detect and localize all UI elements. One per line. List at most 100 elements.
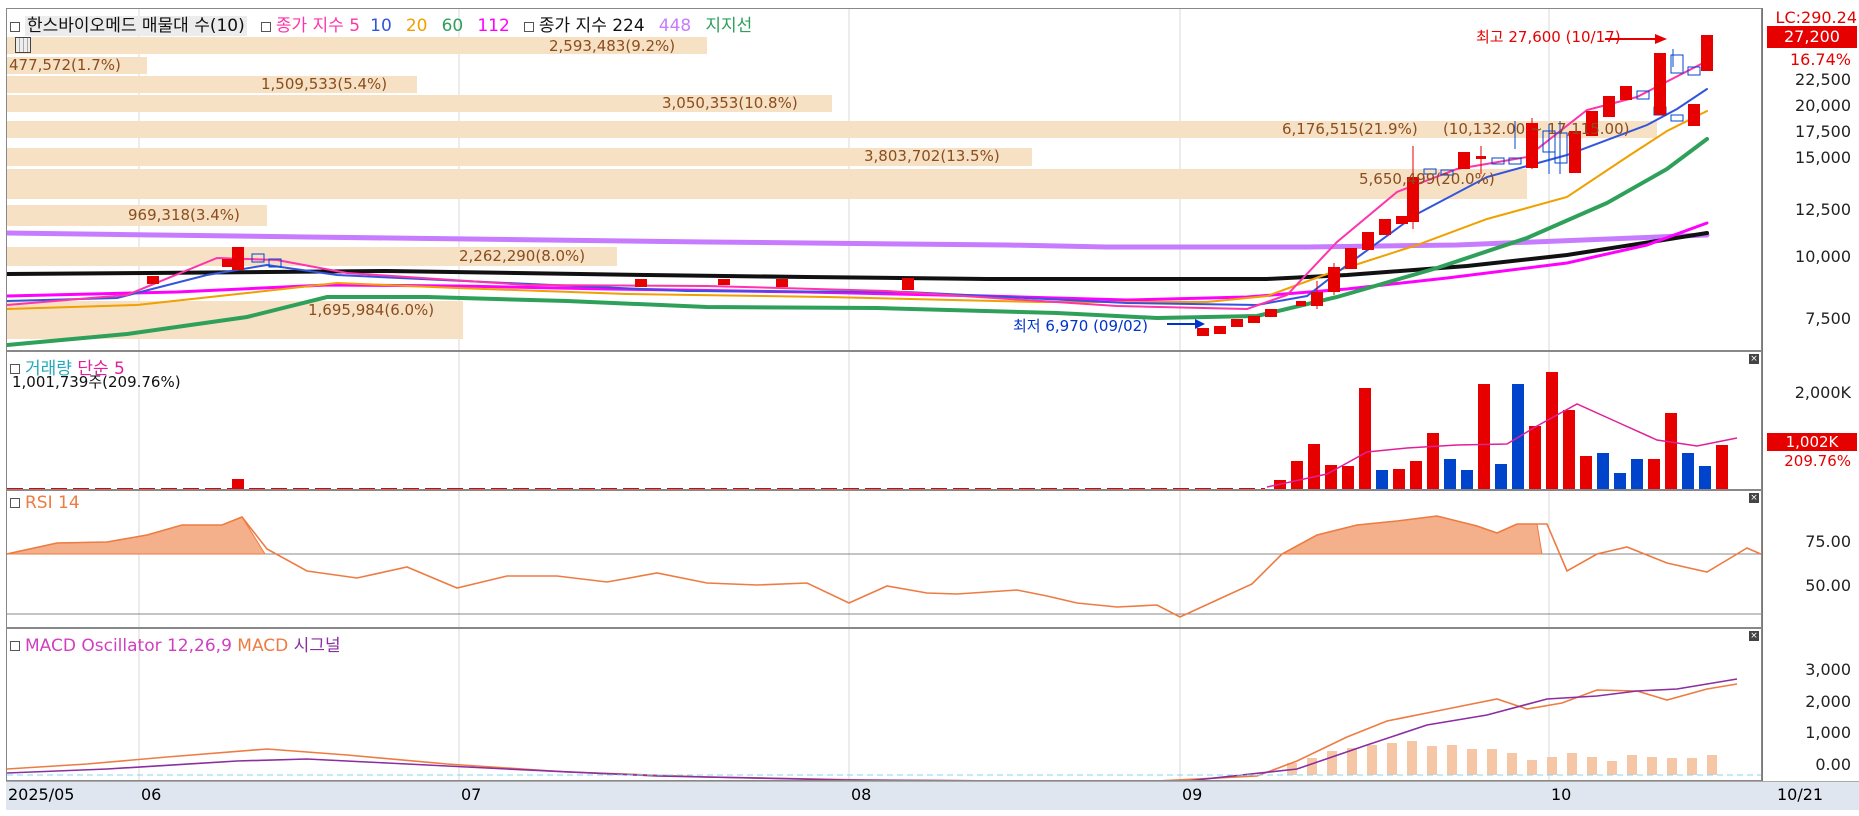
legend-box-icon[interactable]: [10, 364, 20, 374]
macd-svg: [7, 629, 1761, 780]
legend-ma448[interactable]: 448: [658, 16, 692, 36]
range-label: (10,132.00 ~ 17,115.00): [1443, 120, 1630, 138]
profile-label-7: 5,650,499(20.0%): [1359, 170, 1495, 188]
rsi-tick: 50.00: [1805, 576, 1851, 595]
profile-bar: [7, 37, 707, 54]
date-axis[interactable]: 2025/05 06 07 08 09 10 10/21: [6, 781, 1859, 810]
current-price-badge: 27,200: [1767, 26, 1857, 48]
high-label: 최고 27,600 (10/17): [1476, 28, 1621, 46]
macd-histogram: [1287, 741, 1717, 775]
profile-label-5: 6,176,515(21.9%): [1282, 120, 1418, 138]
rsi-title[interactable]: RSI 14: [25, 493, 80, 513]
ma224-line: [7, 231, 1709, 281]
rsi-svg: [7, 491, 1761, 627]
volume-svg: [7, 352, 1738, 489]
date-label: 07: [461, 785, 482, 804]
low-label: 최저 6,970 (09/02): [1013, 317, 1149, 335]
price-tick: 12,500: [1795, 200, 1851, 219]
volume-ma-line: [1266, 403, 1738, 488]
profile-label-9: 2,262,290(8.0%): [459, 247, 586, 265]
macd-tick: 2,000: [1805, 692, 1851, 711]
ma448-line: [7, 230, 1710, 250]
legend-box-icon[interactable]: [10, 21, 20, 32]
legend-box-icon[interactable]: [10, 641, 20, 651]
profile-bar: [7, 57, 147, 74]
legend-ma-title[interactable]: 종가 지수 5: [275, 16, 361, 36]
date-label: 06: [141, 785, 162, 804]
rsi-overbought-fill-2: [1281, 515, 1543, 555]
macd-label[interactable]: MACD: [237, 636, 289, 656]
date-label: 10: [1551, 785, 1572, 804]
legend-stock-name[interactable]: 한스바이오메드 매물대 수(10): [25, 16, 247, 36]
profile-label-3: 1,509,533(5.4%): [261, 75, 388, 93]
profile-bar: [7, 148, 1032, 166]
legend-support-line[interactable]: 지지선: [705, 16, 753, 36]
chart-tool-icon[interactable]: [15, 37, 31, 53]
profile-label-4: 3,050,353(10.8%): [662, 94, 798, 112]
ma60-line: [7, 137, 1709, 347]
legend-ma224[interactable]: 종가 지수 224: [538, 16, 645, 36]
macd-tick: 3,000: [1805, 660, 1851, 679]
price-change: 16.74%: [1789, 50, 1851, 69]
price-chart-svg: [7, 9, 1713, 350]
price-axis-top-label: LC:290.24: [1775, 8, 1857, 27]
profile-bar: [7, 76, 417, 93]
pane-close-icon[interactable]: ×: [1749, 493, 1759, 503]
volume-pane[interactable]: 거래량 단순 5 1,001,739주(209.76%) ×: [6, 351, 1762, 490]
macd-tick: 1,000: [1805, 723, 1851, 742]
volume-current-badge: 1,002K: [1767, 433, 1857, 451]
volume-current: 1,002K: [1785, 433, 1839, 451]
rsi-axis[interactable]: 75.00 50.00: [1762, 490, 1859, 628]
profile-label-6: 3,803,702(13.5%): [864, 147, 1000, 165]
overlay-markers: [1167, 34, 1667, 329]
profile-label-2: 477,572(1.7%): [9, 56, 121, 74]
profile-bar: [7, 169, 1527, 199]
price-tick: 17,500: [1795, 122, 1851, 141]
current-price: 27,200: [1784, 27, 1840, 46]
volume-legend[interactable]: 거래량 단순 5: [10, 354, 125, 379]
date-label: 09: [1182, 785, 1203, 804]
price-axis[interactable]: LC:290.24 27,200 16.74% 22,500 20,000 17…: [1762, 8, 1859, 351]
legend-box-icon[interactable]: [10, 498, 20, 508]
pane-close-icon[interactable]: ×: [1749, 354, 1759, 364]
macd-axis[interactable]: 3,000 2,000 1,000 0.00: [1762, 628, 1859, 781]
profile-bar: [7, 247, 617, 266]
legend-ma112[interactable]: 112: [477, 16, 510, 36]
date-label: 2025/05: [8, 785, 75, 804]
candles: [147, 35, 1713, 336]
profile-label-1: 2,593,483(9.2%): [549, 37, 676, 55]
profile-label-10: 1,695,984(6.0%): [308, 301, 435, 319]
rsi-line: [7, 515, 1761, 618]
price-tick: 10,000: [1795, 247, 1851, 266]
legend-box-icon[interactable]: [523, 21, 534, 32]
rsi-pane[interactable]: RSI 14 ×: [6, 490, 1762, 628]
profile-bar: [7, 205, 267, 226]
volume-axis[interactable]: 2,000K 1,002K 209.76%: [1762, 351, 1859, 490]
macd-tick: 0.00: [1815, 755, 1851, 774]
macd-legend[interactable]: MACD Oscillator 12,26,9 MACD 시그널: [10, 631, 341, 656]
pane-close-icon[interactable]: ×: [1749, 631, 1759, 641]
signal-label[interactable]: 시그널: [293, 636, 341, 656]
rsi-legend[interactable]: RSI 14: [10, 493, 80, 513]
legend-box-icon[interactable]: [260, 21, 271, 32]
price-tick: 15,000: [1795, 148, 1851, 167]
volume-ma[interactable]: 단순 5: [77, 359, 125, 379]
macd-title[interactable]: MACD Oscillator 12,26,9: [25, 636, 232, 656]
volume-title[interactable]: 거래량: [25, 359, 72, 379]
macd-pane[interactable]: MACD Oscillator 12,26,9 MACD 시그널 ×: [6, 628, 1762, 781]
profile-label-8: 969,318(3.4%): [128, 206, 240, 224]
price-tick: 20,000: [1795, 96, 1851, 115]
legend-ma60[interactable]: 60: [441, 16, 464, 36]
legend-ma20[interactable]: 20: [405, 16, 428, 36]
legend-ma10[interactable]: 10: [370, 16, 392, 36]
ma112-line: [7, 221, 1709, 302]
main-legend[interactable]: 한스바이오메드 매물대 수(10) 종가 지수 5 10 20 60 112 종…: [10, 11, 761, 36]
profile-bar: [7, 95, 832, 112]
date-label: 08: [851, 785, 872, 804]
price-pane[interactable]: 한스바이오메드 매물대 수(10) 종가 지수 5 10 20 60 112 종…: [6, 8, 1762, 351]
ma20-line: [7, 110, 1708, 310]
price-tick: 7,500: [1805, 309, 1851, 328]
volume-pct: 209.76%: [1784, 452, 1851, 470]
price-tick: 22,500: [1795, 70, 1851, 89]
